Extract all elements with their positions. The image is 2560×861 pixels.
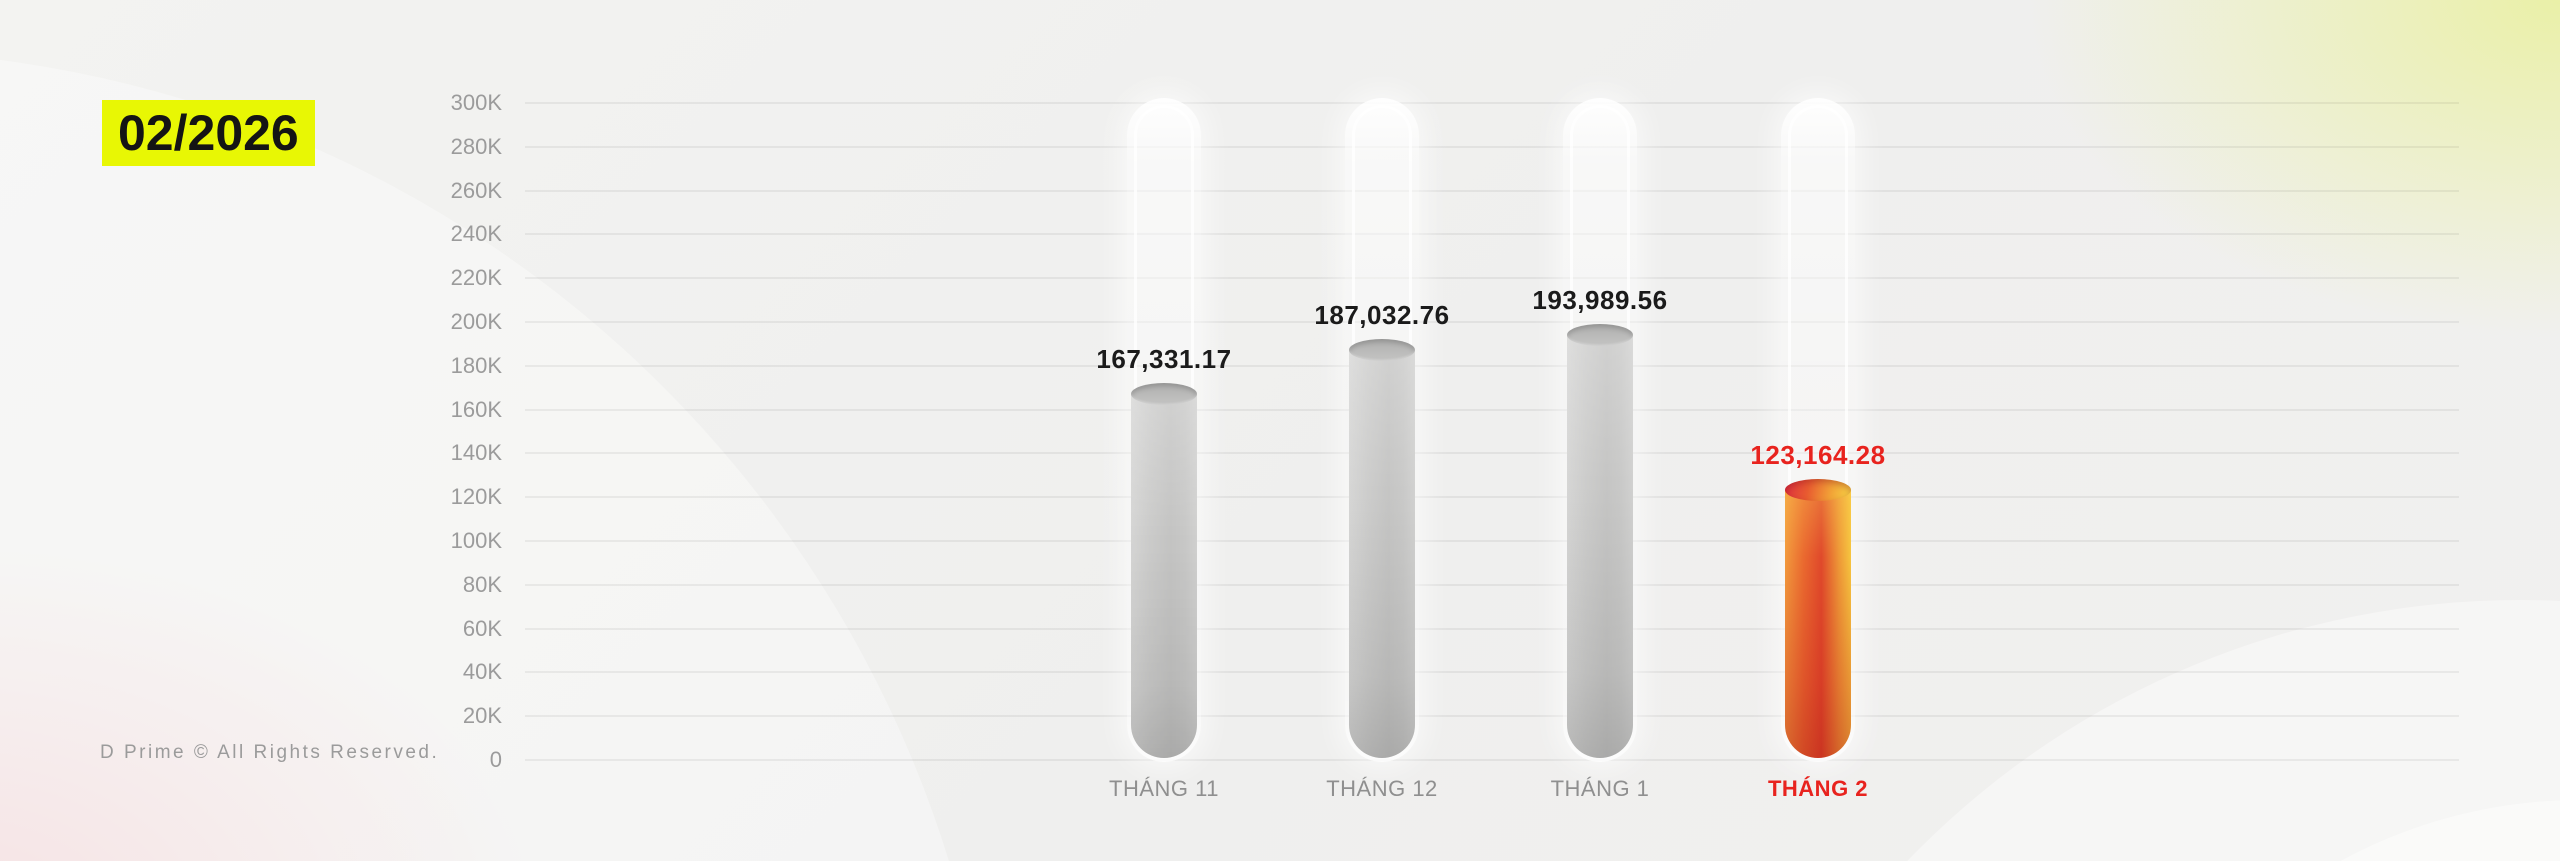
category-label: THÁNG 12 <box>1326 776 1438 801</box>
gridline <box>525 759 2459 761</box>
bar-top-ellipse <box>1785 479 1851 502</box>
gridline <box>525 102 2459 104</box>
bar-value-label: 187,032.76 <box>1314 300 1450 331</box>
y-axis-tick-label: 20K <box>462 703 502 729</box>
gridline <box>525 627 2459 630</box>
bar-fill <box>1567 324 1633 758</box>
y-axis-tick-label: 40K <box>462 659 502 685</box>
copyright-text: D Prime © All Rights Reserved. <box>100 742 440 763</box>
category-label: THÁNG 11 <box>1109 776 1219 801</box>
bar-value-label: 123,164.28 <box>1750 440 1886 471</box>
bar-value-label: 167,331.17 <box>1096 343 1232 374</box>
gridline <box>525 189 2459 192</box>
y-axis-tick-label: 60K <box>462 615 502 641</box>
gridline <box>525 452 2459 455</box>
bar-fill <box>1349 339 1415 758</box>
y-axis-tick-label: 240K <box>450 221 502 247</box>
bar-fill <box>1131 382 1197 758</box>
gridline <box>525 671 2459 674</box>
date-badge: 02/2026 <box>102 100 315 166</box>
gridline <box>525 145 2459 148</box>
gridline <box>525 364 2459 367</box>
bar-top-ellipse <box>1131 382 1197 405</box>
category-label: THÁNG 2 <box>1767 776 1869 801</box>
y-axis-tick-label: 0 <box>489 747 502 772</box>
y-axis-tick-label: 280K <box>450 133 502 159</box>
gridline <box>525 540 2459 542</box>
bar-top-ellipse <box>1567 324 1633 347</box>
gridline <box>525 321 2459 323</box>
y-axis-tick-label: 200K <box>450 309 502 334</box>
y-axis-tick-label: 160K <box>450 396 502 422</box>
gridline <box>525 408 2459 411</box>
y-axis-tick-label: 300K <box>450 90 502 115</box>
category-label: THÁNG 1 <box>1550 776 1650 801</box>
bar-top-ellipse <box>1349 339 1415 362</box>
gridline <box>525 233 2459 236</box>
y-axis-tick-label: 120K <box>450 484 502 510</box>
bar-value-label: 193,989.56 <box>1532 285 1668 316</box>
y-axis-tick-label: 180K <box>450 352 502 378</box>
y-axis-tick-label: 260K <box>450 177 502 203</box>
y-axis-tick-label: 140K <box>450 440 502 466</box>
gridline <box>525 583 2459 586</box>
gridline <box>525 715 2459 718</box>
gridline <box>525 277 2459 280</box>
y-axis-tick-label: 220K <box>450 265 502 291</box>
y-axis-tick-label: 80K <box>462 571 502 597</box>
bar-fill-highlight <box>1785 479 1851 758</box>
gridline <box>525 496 2459 499</box>
y-axis-tick-label: 100K <box>450 528 502 553</box>
